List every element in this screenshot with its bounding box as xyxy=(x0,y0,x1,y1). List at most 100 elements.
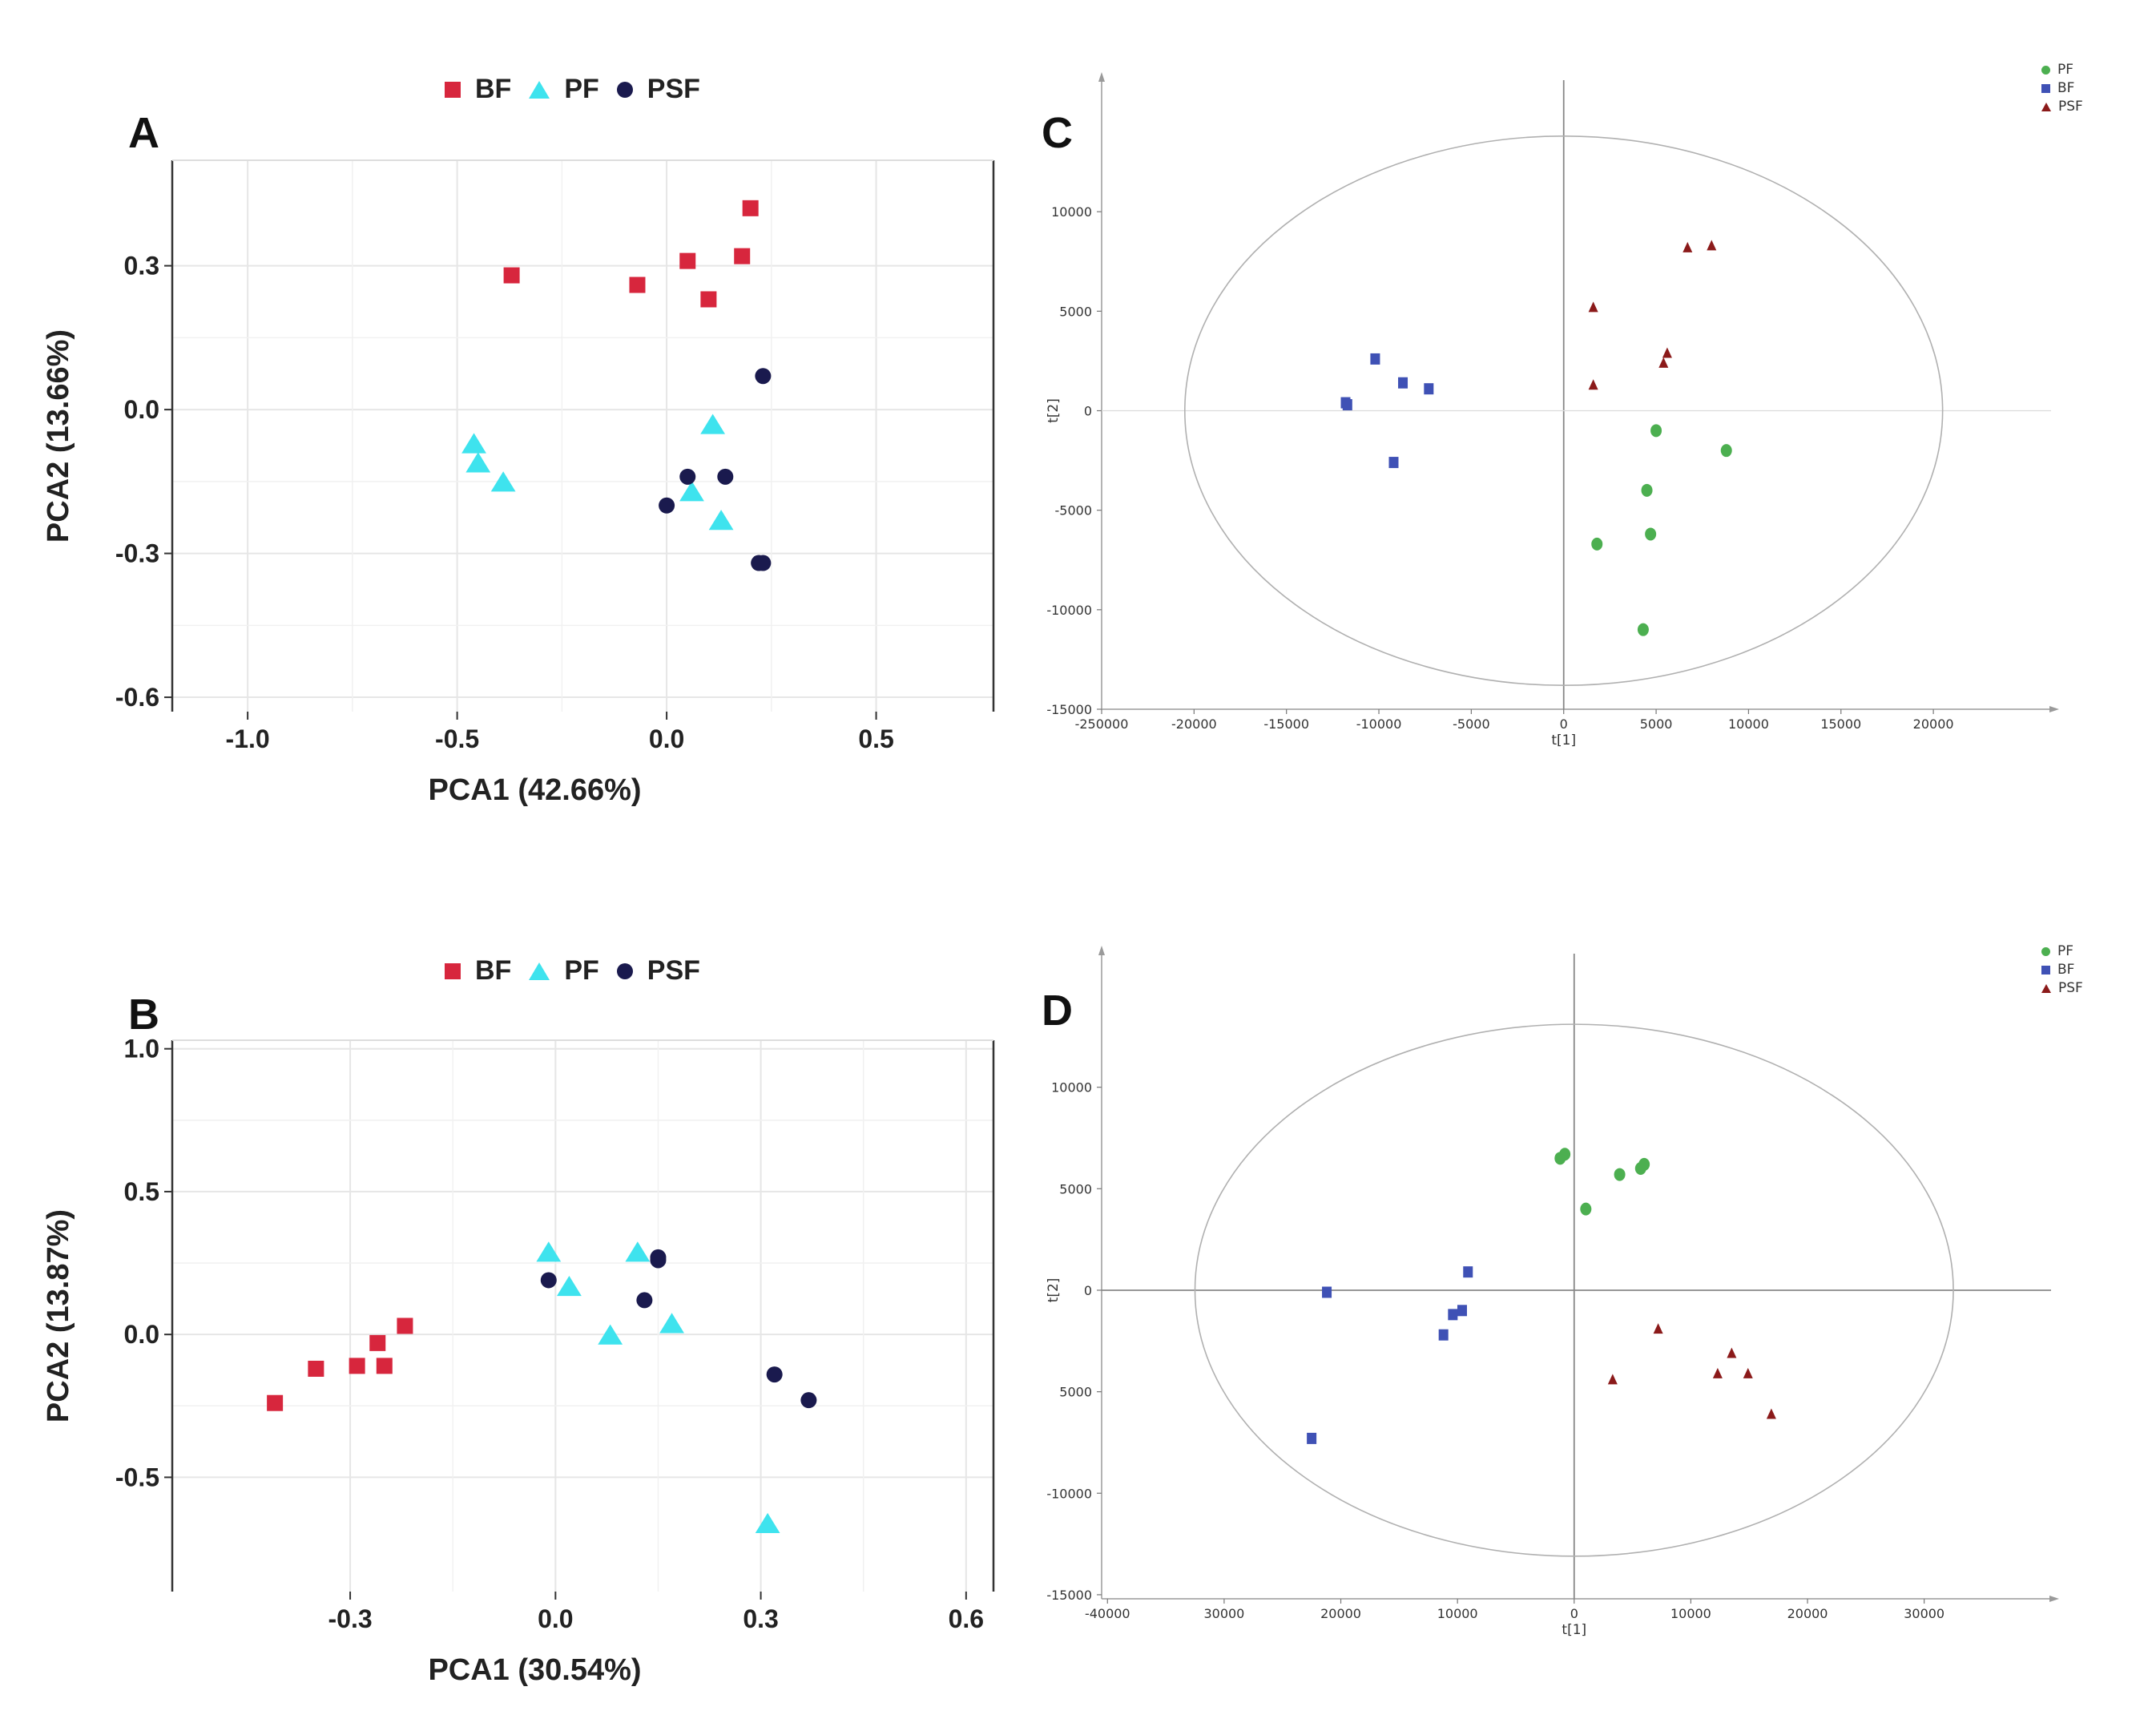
x-tick-label: 0 xyxy=(1560,716,1568,732)
legend-label: PF xyxy=(2057,62,2074,78)
square-icon xyxy=(2041,966,2050,975)
panel-a: A BF PF PSF -1.0 -0.5 0.0 0.5 0.3 0.0 -0.3 -0.6… xyxy=(0,0,1042,857)
x-tick-label: 0.0 xyxy=(649,724,684,753)
legend-label: PF xyxy=(2057,943,2074,959)
data-point-pf xyxy=(1720,444,1732,458)
y-tick-label: 5000 xyxy=(1059,1385,1092,1400)
data-point-bf xyxy=(1398,377,1408,389)
data-point-bf xyxy=(1424,383,1434,395)
y-tick-label: -10000 xyxy=(1046,1486,1092,1501)
x-tick-label: -0.3 xyxy=(328,1604,373,1633)
y-tick-label: 0 xyxy=(1084,1283,1092,1298)
data-point-psf xyxy=(1707,240,1717,251)
x-axis-title: t[1] xyxy=(1551,732,1576,749)
x-tick-label: 0.5 xyxy=(858,724,893,753)
panel-label-a: A xyxy=(128,109,159,157)
data-point-pf xyxy=(625,1241,651,1262)
data-point-psf xyxy=(755,555,772,571)
data-point-psf xyxy=(1712,1367,1723,1378)
chart-d: -40000 30000 20000 10000 0 10000 20000 30000 100… xyxy=(1046,946,2059,1638)
square-icon xyxy=(2041,84,2050,93)
data-point-psf xyxy=(636,1292,653,1309)
data-point-psf xyxy=(800,1392,817,1409)
x-tick-label: 0.6 xyxy=(949,1604,984,1633)
x-tick-label: 0.3 xyxy=(743,1604,778,1633)
x-tick-label: -15000 xyxy=(1263,716,1309,732)
data-point-psf xyxy=(679,468,696,485)
x-tick-label: 15000 xyxy=(1820,716,1861,732)
legend-label: PSF xyxy=(647,74,700,104)
data-point-bf xyxy=(1388,457,1399,469)
x-tick-label: -5000 xyxy=(1453,716,1490,732)
data-point-bf xyxy=(742,200,759,216)
legend-label: BF xyxy=(2057,80,2075,96)
y-tick-label: 0.0 xyxy=(124,1320,159,1349)
data-point-bf xyxy=(629,276,646,293)
legend-d: PF BF PSF xyxy=(2041,942,2083,998)
data-point-psf xyxy=(1588,301,1598,313)
data-point-psf xyxy=(1682,241,1693,252)
y-tick-label: -10000 xyxy=(1046,603,1092,618)
data-point-pf xyxy=(708,510,734,531)
x-tick-label: -250000 xyxy=(1075,716,1129,732)
x-tick-label: 30000 xyxy=(1904,1606,1944,1621)
x-tick-label: -40000 xyxy=(1085,1606,1130,1621)
data-point-bf xyxy=(267,1394,284,1411)
data-point-psf xyxy=(1653,1323,1663,1334)
circle-icon xyxy=(616,81,633,98)
legend-label: BF xyxy=(475,955,512,986)
legend-item-pf: PF xyxy=(2041,61,2083,79)
legend-item-bf: BF xyxy=(445,74,511,105)
y-axis-title: t[2] xyxy=(1046,398,1062,423)
data-point-pf xyxy=(1650,424,1662,438)
legend-b: BF PF PSF xyxy=(445,955,700,987)
x-axis-title: t[1] xyxy=(1562,1622,1586,1638)
y-tick-label: 10000 xyxy=(1051,1080,1092,1096)
y-tick-label: 0.5 xyxy=(124,1177,159,1206)
legend-item-psf: PSF xyxy=(616,955,700,987)
panel-d: D PF BF PSF -40000 30000 20000 10000 0 10000 2… xyxy=(1042,882,2156,1719)
panel-b: B BF PF PSF -0.3 0.0 0.3 0.6 1.0 0.5 0.0 -0.5 PC… xyxy=(0,882,1042,1719)
chart-a: -1.0 -0.5 0.0 0.5 0.3 0.0 -0.3 -0.6 PCA1 (42.66%… xyxy=(42,159,995,807)
data-point-pf xyxy=(598,1324,623,1345)
legend-item-bf: BF xyxy=(2041,961,2083,979)
y-tick-label: 1.0 xyxy=(124,1035,159,1063)
y-tick-label: -0.5 xyxy=(115,1463,159,1491)
legend-item-pf: PF xyxy=(529,74,599,105)
circle-icon xyxy=(2041,66,2050,75)
square-icon xyxy=(445,81,461,98)
data-point-psf xyxy=(766,1366,783,1383)
x-tick-label: 20000 xyxy=(1787,1606,1828,1621)
x-tick-label: 10000 xyxy=(1670,1606,1711,1621)
y-tick-label: 5000 xyxy=(1059,304,1092,319)
x-tick-label: 10000 xyxy=(1437,1606,1478,1621)
chart-b: -0.3 0.0 0.3 0.6 1.0 0.5 0.0 -0.5 PCA1 (30.54%) P… xyxy=(42,1035,995,1687)
legend-item-bf: BF xyxy=(2041,79,2083,98)
legend-item-psf: PSF xyxy=(2041,979,2083,998)
legend-item-psf: PSF xyxy=(2041,98,2083,116)
data-point-psf xyxy=(659,497,675,514)
y-tick-label: 0 xyxy=(1084,404,1092,419)
panel-label-c: C xyxy=(1042,109,1073,157)
data-point-pf xyxy=(659,1313,684,1334)
y-axis-title: t[2] xyxy=(1046,1278,1062,1303)
legend-item-bf: BF xyxy=(445,955,511,987)
x-tick-label: 0.0 xyxy=(538,1604,573,1633)
legend-label: PSF xyxy=(2058,99,2083,115)
data-point-psf xyxy=(1743,1367,1753,1378)
y-tick-label: 5000 xyxy=(1059,1181,1092,1196)
x-tick-label: 5000 xyxy=(1640,716,1673,732)
y-axis-arrow xyxy=(1098,72,1105,82)
triangle-icon xyxy=(529,962,550,980)
data-point-pf xyxy=(1641,483,1653,497)
data-point-psf xyxy=(717,468,734,485)
data-point-bf xyxy=(369,1334,386,1351)
y-axis-arrow xyxy=(1098,946,1105,955)
hotelling-ellipse xyxy=(1194,1023,1954,1557)
data-point-pf xyxy=(1580,1202,1592,1216)
data-point-pf xyxy=(1614,1168,1626,1181)
data-point-pf xyxy=(1638,1157,1650,1171)
y-tick-label: -5000 xyxy=(1055,503,1093,519)
data-point-bf xyxy=(1438,1329,1449,1341)
legend-label: PF xyxy=(564,74,599,104)
